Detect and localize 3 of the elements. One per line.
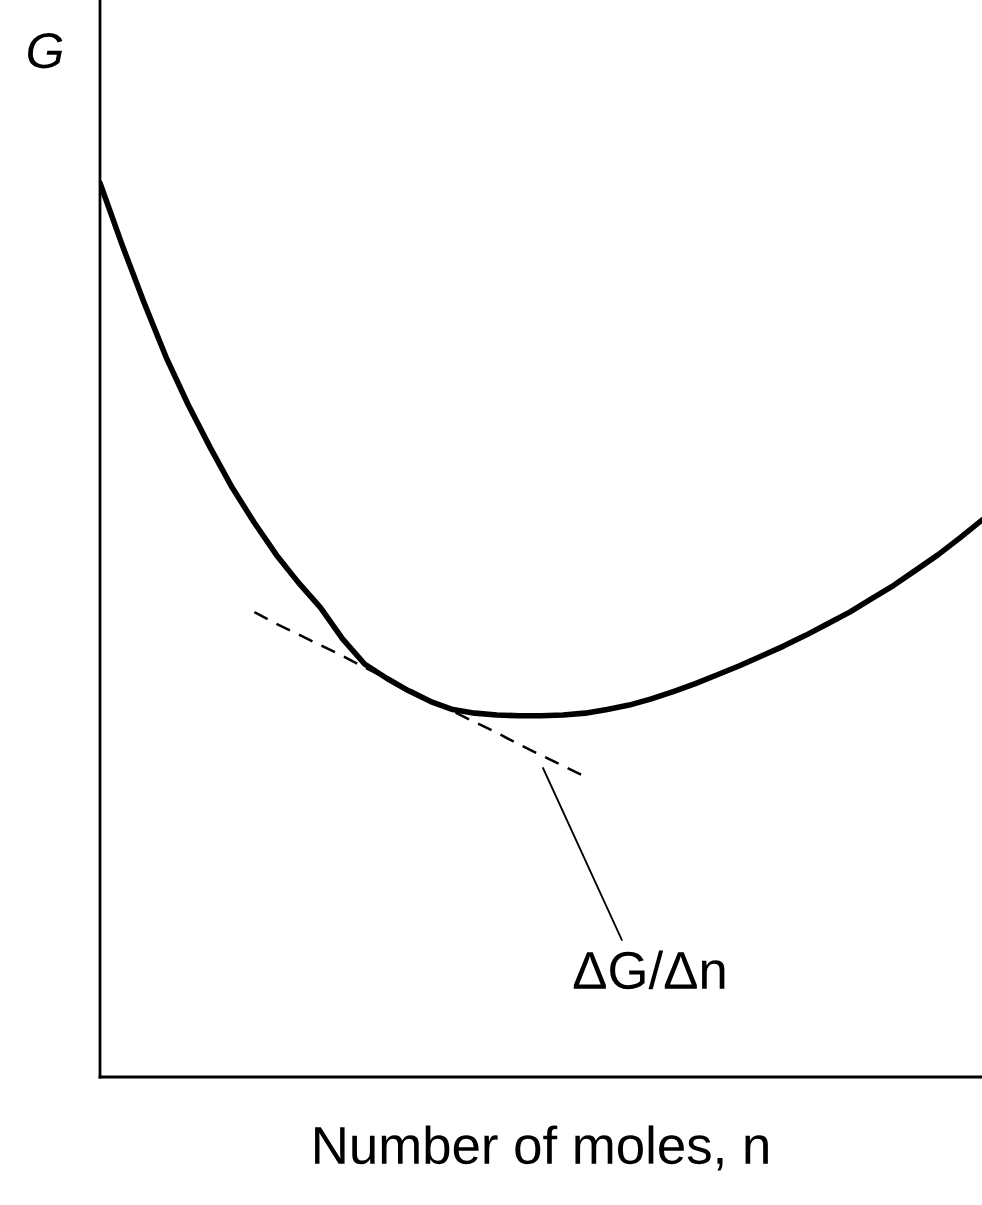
annotation: ΔG/Δn: [573, 950, 725, 990]
y-axis-title: G: [28, 33, 63, 69]
x-axis-title: Number of moles, n: [315, 1125, 768, 1171]
